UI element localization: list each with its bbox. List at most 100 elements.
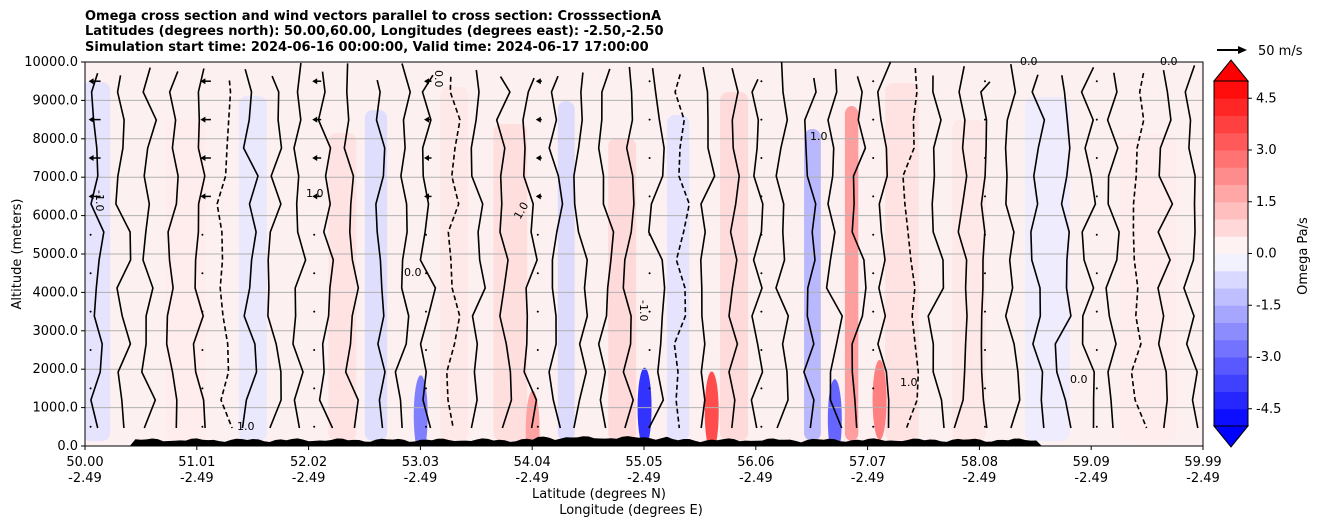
wind-vector-dot <box>536 233 539 236</box>
x-axis-label: Latitude (degrees N) <box>532 487 666 502</box>
colorbar-tick-label: -3.0 <box>1256 350 1281 365</box>
x-tick-label-lat: 59.09 <box>1073 455 1110 470</box>
contour-label: 0.0 <box>404 266 422 279</box>
colorbar-tick-label: 1.5 <box>1256 195 1277 210</box>
x-tick-label-lon: -2.49 <box>515 471 549 486</box>
y-tick-label: 9000.0 <box>33 93 79 108</box>
wind-vector-dot <box>89 387 92 390</box>
wind-vector-head <box>535 193 541 200</box>
colorbar: -4.5 -3.0 -1.5 0.0 1.5 3.0 4.5 <box>1212 59 1281 448</box>
contour-line <box>728 68 741 429</box>
contour-line <box>241 68 259 429</box>
wind-vector-head <box>423 155 429 161</box>
x-tick-label-lat: 52.02 <box>290 455 327 470</box>
wind-vector-dot <box>1095 195 1098 198</box>
wind-vector-head <box>423 116 429 123</box>
contour-line <box>750 78 764 429</box>
colorbar-segment <box>1214 408 1248 427</box>
wind-vector-dot <box>872 80 875 83</box>
colorbar-segment <box>1214 270 1248 289</box>
colorbar-segment <box>1214 115 1248 134</box>
wind-vector-dot <box>760 118 763 121</box>
contour-line <box>699 66 716 429</box>
contour-line <box>597 68 615 429</box>
colorbar-label: Omega Pa/s <box>1296 217 1311 295</box>
contour-line <box>851 76 867 429</box>
wind-key-arrow-head <box>1238 46 1247 54</box>
y-tick-label: 8000.0 <box>33 132 79 147</box>
wind-vectors <box>88 78 1098 428</box>
colorbar-segment <box>1214 98 1248 116</box>
omega-fill-layer <box>85 62 1203 446</box>
wind-vector-dot <box>89 310 92 313</box>
wind-vector-dot <box>313 425 316 428</box>
wind-vector-dot <box>424 272 427 275</box>
wind-vector-dot <box>313 387 316 390</box>
y-tick-label: 2000.0 <box>33 362 79 377</box>
wind-vector-dot <box>201 387 204 390</box>
wind-vector-dot <box>201 310 204 313</box>
wind-vector-dot <box>1095 425 1098 428</box>
omega-band <box>885 83 919 441</box>
wind-vector-head <box>312 155 318 161</box>
omega-band <box>608 138 637 441</box>
contour-line <box>1183 65 1199 429</box>
wind-vector-dot <box>983 195 986 198</box>
wind-vector-dot <box>313 233 316 236</box>
wind-vector-dot <box>760 195 763 198</box>
y-tick-label: 6000.0 <box>33 209 79 224</box>
wind-vector-dot <box>983 157 986 159</box>
wind-vector-dot <box>872 118 875 121</box>
plot-area <box>85 62 1203 446</box>
wind-vector-dot <box>313 349 316 351</box>
chart-title-line-3: Simulation start time: 2024-06-16 00:00:… <box>85 40 649 55</box>
contour-line <box>622 66 635 429</box>
x-axis: 50.00-2.4951.01-2.4952.02-2.4953.03-2.49… <box>66 446 1222 486</box>
colorbar-segment <box>1214 305 1248 323</box>
colorbar-tick-label: 3.0 <box>1256 143 1277 158</box>
wind-vector-dot <box>1095 233 1098 236</box>
wind-vector-dot <box>1095 387 1098 390</box>
wind-vector-dot <box>648 118 651 121</box>
wind-vector-dot <box>648 272 651 275</box>
wind-vector-dot <box>760 80 763 83</box>
wind-vector-dot <box>536 387 539 390</box>
contour-line <box>115 75 132 429</box>
x-tick-label-lat: 53.03 <box>402 455 439 470</box>
wind-vector-dot <box>89 425 92 428</box>
contour-line <box>495 76 513 429</box>
colorbar-segment <box>1214 201 1248 220</box>
wind-vector-dot <box>89 233 92 236</box>
wind-vector-dot <box>89 349 92 351</box>
y-axis: 0.0 1000.0 2000.0 3000.0 4000.0 5000.0 6000.0 7… <box>24 55 85 454</box>
omega-band <box>440 87 469 441</box>
wind-vector-head <box>312 78 318 85</box>
contour-line <box>470 69 487 429</box>
wind-vector-dot <box>89 272 92 275</box>
wind-vector-dot <box>648 387 651 390</box>
wind-vector-head <box>200 193 206 200</box>
y-tick-label: 4000.0 <box>33 285 79 300</box>
contour-lines <box>90 62 1199 429</box>
wind-vector-dot <box>648 157 651 159</box>
wind-vector-dot <box>1095 118 1098 121</box>
y-axis-label: Altitude (meters) <box>10 199 25 310</box>
wind-vector-head <box>200 116 206 123</box>
contour-line <box>673 74 691 429</box>
y-tick-label: 3000.0 <box>33 324 79 339</box>
wind-vector-dot <box>648 80 651 83</box>
x-tick-label-lon: -2.49 <box>739 471 773 486</box>
colorbar-segment <box>1214 219 1248 237</box>
x-tick-label-lon: -2.49 <box>1186 471 1220 486</box>
wind-vector-dot <box>648 233 651 236</box>
omega-band <box>328 133 357 441</box>
y-tick-label: 5000.0 <box>33 247 79 262</box>
wind-vector-dot <box>983 80 986 83</box>
wind-vector-head <box>200 155 206 161</box>
contour-label: 1.0 <box>810 130 828 143</box>
wind-vector-dot <box>983 425 986 428</box>
contour-line <box>90 72 105 429</box>
contour-line <box>343 63 360 429</box>
x-tick-label-lon: -2.49 <box>404 471 438 486</box>
contour-label: -1.0 <box>637 300 650 321</box>
